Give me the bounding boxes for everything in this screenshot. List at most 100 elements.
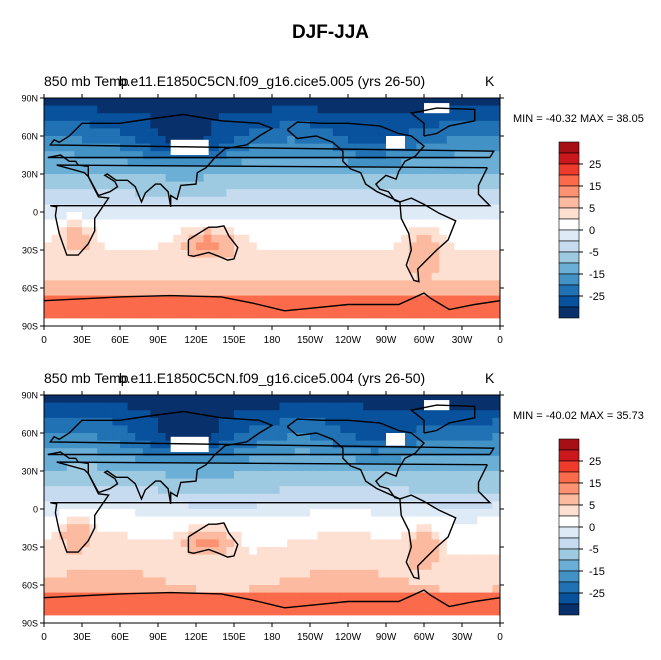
field-cell (158, 539, 167, 548)
field-cell (462, 554, 471, 563)
field-cell (431, 242, 440, 251)
field-cell (120, 531, 129, 540)
field-cell (66, 410, 75, 419)
field-cell (439, 554, 448, 563)
field-cell (484, 158, 493, 167)
field-cell (241, 181, 250, 190)
field-cell (112, 585, 121, 594)
field-cell (317, 539, 326, 548)
field-cell (234, 120, 243, 129)
field-cell (469, 471, 478, 480)
field-cell (454, 265, 463, 274)
field-cell (393, 250, 402, 259)
field-cell (317, 158, 326, 167)
field-cell (408, 303, 417, 312)
field-cell (203, 212, 212, 221)
field-cell (249, 539, 258, 548)
field-cell (492, 531, 500, 540)
field-cell (363, 128, 372, 137)
field-cell (104, 562, 113, 571)
field-cell (332, 592, 341, 601)
field-cell (82, 493, 91, 502)
field-cell (249, 242, 258, 251)
field-cell (218, 607, 227, 616)
field-cell (256, 615, 265, 623)
field-cell (150, 227, 159, 236)
field-cell (104, 318, 113, 326)
field-cell (211, 265, 220, 274)
colorbar-swatch (558, 152, 580, 165)
field-cell (454, 113, 463, 122)
field-cell (325, 143, 334, 152)
field-cell (325, 486, 334, 495)
field-cell (302, 554, 311, 563)
y-tick-label: 0 (33, 208, 38, 218)
field-cell (340, 554, 349, 563)
field-cell (462, 516, 471, 525)
field-cell (439, 98, 448, 107)
field-cell (378, 181, 387, 190)
field-cell (370, 562, 379, 571)
field-cell (393, 539, 402, 548)
field-cell (211, 493, 220, 502)
field-cell (249, 395, 258, 404)
field-cell (158, 98, 167, 107)
field-cell (218, 463, 227, 472)
field-cell (112, 158, 121, 167)
field-cell (188, 242, 197, 251)
field-cell (355, 607, 364, 616)
field-cell (272, 554, 281, 563)
field-cell (173, 539, 182, 548)
field-cell (469, 295, 478, 304)
field-cell (120, 547, 129, 556)
field-cell (127, 554, 136, 563)
field-cell (112, 295, 121, 304)
field-cell (104, 189, 113, 198)
field-cell (355, 303, 364, 312)
field-cell (401, 493, 410, 502)
field-cell (272, 402, 281, 411)
field-cell (218, 569, 227, 578)
field-cell (74, 204, 83, 213)
field-cell (188, 531, 197, 540)
field-cell (59, 113, 68, 122)
field-cell (325, 158, 334, 167)
field-cell (196, 151, 205, 160)
field-cell (104, 425, 113, 434)
field-cell (173, 607, 182, 616)
field-cell (454, 98, 463, 107)
field-cell (234, 471, 243, 480)
field-cell (294, 600, 303, 609)
field-cell (218, 181, 227, 190)
field-cell (386, 562, 395, 571)
field-cell (104, 113, 113, 122)
field-cell (264, 227, 273, 236)
field-cell (378, 98, 387, 107)
field-cell (477, 463, 486, 472)
field-cell (249, 295, 258, 304)
field-cell (477, 272, 486, 281)
field-cell (112, 189, 121, 198)
field-cell (272, 288, 281, 297)
field-cell (424, 562, 433, 571)
field-cell (393, 166, 402, 175)
field-cell (492, 120, 500, 129)
field-cell (74, 493, 83, 502)
field-cell (492, 303, 500, 312)
field-cell (264, 592, 273, 601)
field-cell (120, 158, 129, 167)
field-cell (408, 280, 417, 289)
field-cell (256, 539, 265, 548)
field-cell (150, 295, 159, 304)
field-cell (287, 227, 296, 236)
field-cell (393, 174, 402, 183)
field-cell (241, 227, 250, 236)
field-cell (378, 295, 387, 304)
field-cell (272, 471, 281, 480)
field-cell (120, 120, 129, 129)
field-cell (158, 128, 167, 137)
field-cell (348, 501, 357, 510)
field-cell (401, 562, 410, 571)
field-cell (287, 318, 296, 326)
field-cell (386, 554, 395, 563)
